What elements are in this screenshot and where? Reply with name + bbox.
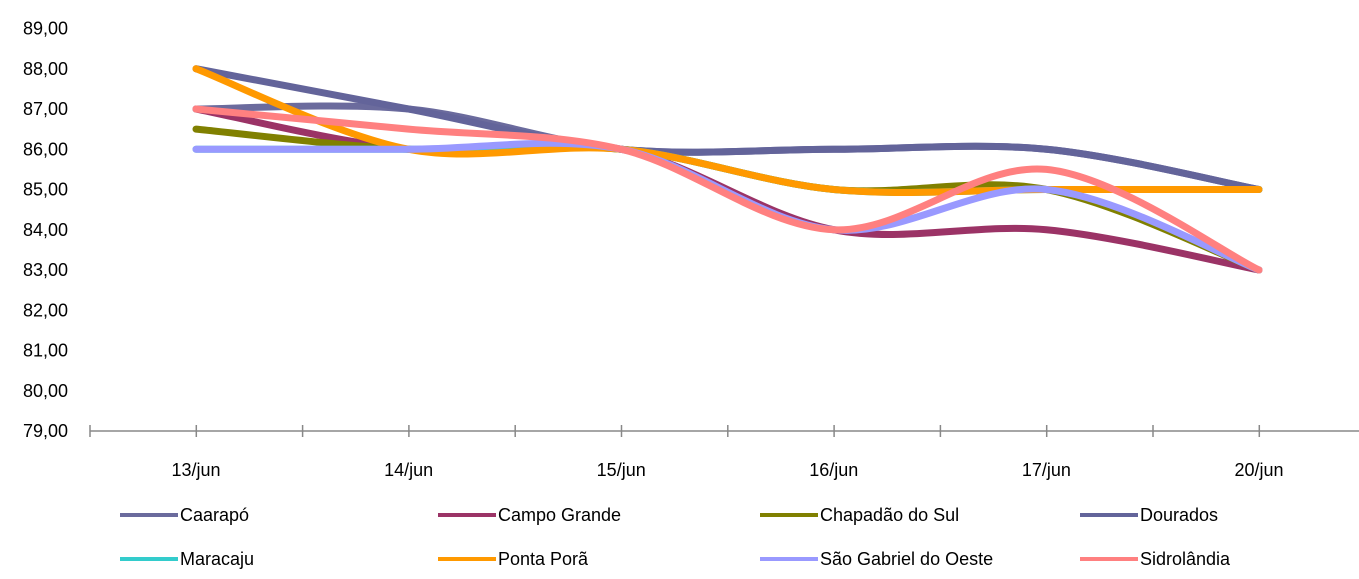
y-tick-label: 82,00 [23,300,68,320]
x-tick-label: 13/jun [171,460,220,480]
legend-item: São Gabriel do Oeste [760,547,993,571]
legend-label: Maracaju [180,548,255,569]
legend-item: Sidrolândia [1080,547,1230,571]
y-tick-label: 79,00 [23,421,68,441]
legend-swatch [760,557,818,561]
legend-swatch [120,557,178,561]
series-line-ponta-pora [192,65,1263,196]
legend-item: Ponta Porã [438,547,588,571]
x-tick-label: 14/jun [384,460,433,480]
legend-label: Ponta Porã [498,548,589,569]
y-tick-label: 80,00 [23,381,68,401]
legend-swatch [120,513,178,517]
chart-legend: Caarapó Campo Grande Chapadão do Sul Dourad… [0,505,1359,579]
legend-swatch [1080,557,1138,561]
x-tick-label: 16/jun [809,460,858,480]
legend-item: Dourados [1080,503,1218,527]
legend-label: Caarapó [180,504,250,525]
legend-label: Dourados [1140,504,1219,525]
x-tick-label: 15/jun [597,460,646,480]
y-tick-label: 85,00 [23,180,68,200]
legend-swatch [438,557,496,561]
series-line-sidrolandia [192,105,1263,274]
legend-item: Caarapó [120,503,249,527]
legend-label: São Gabriel do Oeste [820,548,994,569]
x-tick-label: 17/jun [1022,460,1071,480]
y-tick-label: 81,00 [23,341,68,361]
y-tick-label: 88,00 [23,59,68,79]
legend-label: Campo Grande [498,504,622,525]
y-tick-label: 89,00 [23,19,68,39]
y-tick-label: 86,00 [23,139,68,159]
x-tick-label: 20/jun [1234,460,1283,480]
legend-item: Campo Grande [438,503,621,527]
legend-swatch [438,513,496,517]
series-line-dourados [192,65,1263,193]
legend-item: Chapadão do Sul [760,503,959,527]
legend-label: Sidrolândia [1140,548,1231,569]
y-tick-label: 84,00 [23,220,68,240]
legend-swatch [760,513,818,517]
y-tick-label: 83,00 [23,260,68,280]
legend-item: Maracaju [120,547,254,571]
legend-label: Chapadão do Sul [820,504,960,525]
line-chart: 79,00 80,00 81,00 82,00 83,00 84,00 85,00 86,00… [23,19,1359,480]
legend-swatch [1080,513,1138,517]
y-tick-label: 87,00 [23,99,68,119]
